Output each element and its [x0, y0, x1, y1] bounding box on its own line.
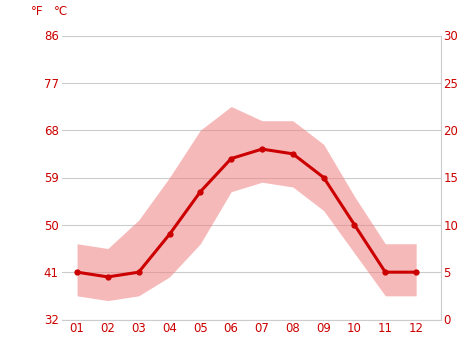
- Text: °C: °C: [54, 5, 68, 18]
- Text: °F: °F: [31, 5, 44, 18]
